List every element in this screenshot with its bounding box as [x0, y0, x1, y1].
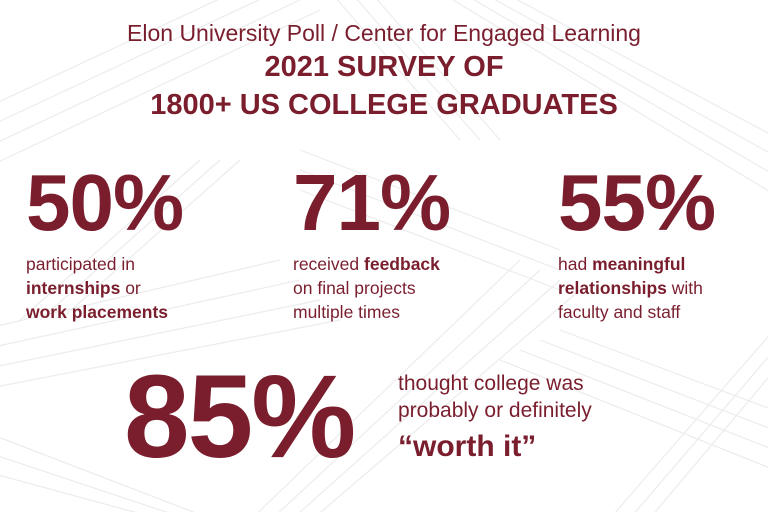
stat-value: 50% [26, 158, 184, 247]
stat-relationships: 55% had meaningful relationships with fa… [558, 160, 758, 324]
stat-description: received feedback on final projects mult… [293, 252, 513, 324]
stat-text: received [293, 254, 365, 274]
poll-subtitle: Elon University Poll / Center for Engage… [127, 20, 641, 46]
stat-emphasis: internships [26, 278, 121, 298]
hero-text-line-2: probably or definitely [398, 399, 592, 422]
hero-stat: 85% [124, 351, 356, 483]
title-line-2: 1800+ US COLLEGE GRADUATES [150, 89, 618, 121]
stat-text: multiple times [293, 302, 400, 322]
stat-text: or [120, 278, 141, 298]
stat-value: 55% [558, 158, 716, 247]
stat-feedback: 71% received feedback on final projects … [293, 160, 513, 324]
stat-emphasis: relationships [558, 278, 667, 298]
stat-description: participated in internships or work plac… [26, 252, 236, 324]
hero-description: thought college was probably or definite… [398, 370, 758, 466]
title-line-1: 2021 SURVEY OF [264, 51, 504, 83]
hero-quote: “worth it” [398, 430, 537, 463]
hero-text-line-1: thought college was [398, 372, 584, 395]
stat-text: with [666, 278, 703, 298]
stat-emphasis: meaningful [592, 254, 686, 274]
stat-emphasis: work placements [26, 302, 168, 322]
stat-value: 71% [293, 158, 451, 247]
stat-text: had [558, 254, 593, 274]
hero-value: 85% [124, 351, 356, 483]
stat-text: on final projects [293, 278, 416, 298]
header: Elon University Poll / Center for Engage… [0, 18, 768, 124]
stat-description: had meaningful relationships with facult… [558, 252, 758, 324]
stat-emphasis: feedback [364, 254, 440, 274]
stat-text: faculty and staff [558, 302, 681, 322]
stat-internships: 50% participated in internships or work … [26, 160, 236, 324]
stat-text: participated in [26, 254, 135, 274]
